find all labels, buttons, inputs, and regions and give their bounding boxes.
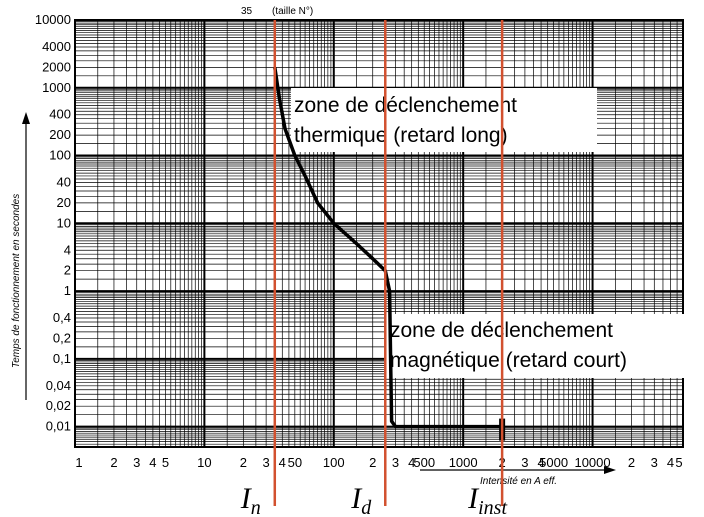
x-tick-label: 500	[413, 455, 435, 470]
y-tick-label: 0,02	[46, 398, 71, 413]
y-tick-label: 100	[49, 148, 71, 163]
y-tick-label: 10	[57, 215, 71, 230]
y-tick-label: 20	[57, 195, 71, 210]
y-axis-arrow	[22, 112, 30, 400]
x-tick-label: 5	[162, 455, 169, 470]
y-tick-label: 0,04	[46, 378, 71, 393]
zone-thermique-line-1: zone de déclenchement	[294, 94, 517, 117]
minor-grid	[75, 20, 684, 448]
zone-thermique-line-2: thermique (retard long)	[294, 124, 508, 147]
x-tick-label: 4	[667, 455, 674, 470]
current-marker-symbol: Id	[350, 482, 372, 517]
x-tick-label: 2	[369, 455, 376, 470]
current-marker-symbol: In	[240, 482, 261, 517]
y-tick-label: 0,1	[53, 351, 71, 366]
y-tick-labels: 10000 4000 2000 1000 400 200 100 40 20 10 4 2 1 0,4 0,…	[35, 12, 71, 434]
y-tick-label: 0,2	[53, 330, 71, 345]
y-tick-label: 4000	[42, 39, 71, 54]
x-tick-label: 1	[75, 455, 82, 470]
y-tick-label: 0,01	[46, 419, 71, 434]
x-tick-label: 2	[240, 455, 247, 470]
x-axis-arrow	[420, 466, 616, 474]
zone-magnetique-label: zone de déclenchement magnétique (retard…	[386, 314, 698, 378]
size-caption-label: (taille N°)	[272, 6, 313, 17]
y-tick-label: 0,4	[53, 310, 71, 325]
y-tick-label: 2000	[42, 59, 71, 74]
y-tick-label: 10000	[35, 12, 71, 27]
x-tick-label: 10	[197, 455, 211, 470]
y-tick-label: 2	[64, 263, 71, 278]
y-tick-label: 40	[57, 175, 71, 190]
x-tick-label: 50	[288, 455, 302, 470]
x-axis-title: Intensité en A eff.	[480, 476, 557, 487]
x-tick-label: 100	[323, 455, 345, 470]
x-tick-label: 10000	[574, 455, 610, 470]
x-tick-label: 4	[149, 455, 156, 470]
zone-magnetique-line-2: magnétique (retard court)	[390, 349, 627, 372]
zone-thermique-label: zone de déclenchement thermique (retard …	[291, 88, 597, 152]
x-tick-label: 3	[263, 455, 270, 470]
y-tick-label: 1	[64, 283, 71, 298]
y-tick-label: 200	[49, 127, 71, 142]
y-tick-label: 4	[64, 242, 71, 257]
x-tick-label: 2	[110, 455, 117, 470]
x-tick-label: 4	[279, 455, 286, 470]
y-tick-label: 400	[49, 107, 71, 122]
x-tick-label: 5	[675, 455, 682, 470]
x-tick-label: 3	[392, 455, 399, 470]
x-tick-label: 4	[408, 455, 415, 470]
x-tick-label: 3	[651, 455, 658, 470]
trip-curve-series	[273, 67, 503, 429]
x-tick-label: 5000	[539, 455, 568, 470]
x-tick-label: 4	[537, 455, 544, 470]
y-tick-label: 1000	[42, 80, 71, 95]
plot-frame	[74, 19, 684, 448]
x-tick-label: 3	[133, 455, 140, 470]
x-tick-labels: 1234510234501002345001000234500010000234…	[75, 455, 682, 470]
x-tick-label: 1000	[449, 455, 478, 470]
size-number-label: 35	[241, 6, 253, 17]
x-tick-label: 3	[521, 455, 528, 470]
x-tick-label: 2	[628, 455, 635, 470]
y-axis-title: Temps de fonctionnement en secondes	[11, 194, 22, 368]
